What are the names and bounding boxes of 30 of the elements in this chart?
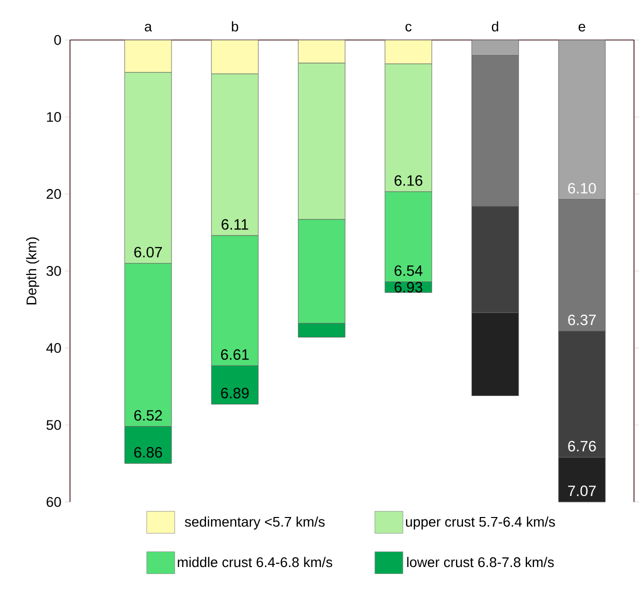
annotation: 6.52 — [134, 410, 162, 421]
annotation: 6.07 — [134, 246, 162, 258]
annotation: 6.93 — [394, 282, 422, 292]
x-tick-label: d — [492, 21, 498, 32]
x-tick-label: b — [232, 21, 238, 32]
annotation: 6.54 — [394, 265, 423, 276]
legend-label: upper crust 5.7-6.4 km/s — [406, 516, 555, 530]
annotation: 6.37 — [568, 314, 596, 326]
y-tick-label: 20 — [46, 189, 61, 199]
annotation: 6.16 — [394, 175, 422, 186]
x-tick-label: c — [406, 24, 412, 32]
legend-label: sedimentary <5.7 km/s — [184, 516, 325, 530]
annotation: 6.76 — [568, 440, 596, 452]
legend-label: middle crust 6.4-6.8 km/s — [178, 556, 332, 568]
annotation: 6.10 — [568, 182, 596, 194]
legend-label: lower crust 6.8-7.8 km/s — [407, 556, 554, 568]
y-tick-label: 10 — [47, 112, 61, 122]
y-axis-title: Depth (km) — [26, 237, 40, 304]
y-tick-label: 60 — [46, 497, 61, 507]
y-tick-label: 0 — [54, 35, 61, 45]
annotation: 6.89 — [221, 388, 249, 398]
x-tick-label: a — [144, 24, 152, 32]
x-tick-label: e — [578, 24, 586, 32]
y-tick-label: 40 — [46, 343, 61, 353]
y-tick-label: 30 — [46, 266, 61, 276]
annotation: 6.86 — [134, 447, 162, 458]
y-tick-label: 50 — [46, 420, 61, 430]
annotation: 6.61 — [221, 349, 249, 360]
annotation: 6.11 — [222, 219, 248, 230]
annotation: 7.07 — [568, 486, 596, 496]
